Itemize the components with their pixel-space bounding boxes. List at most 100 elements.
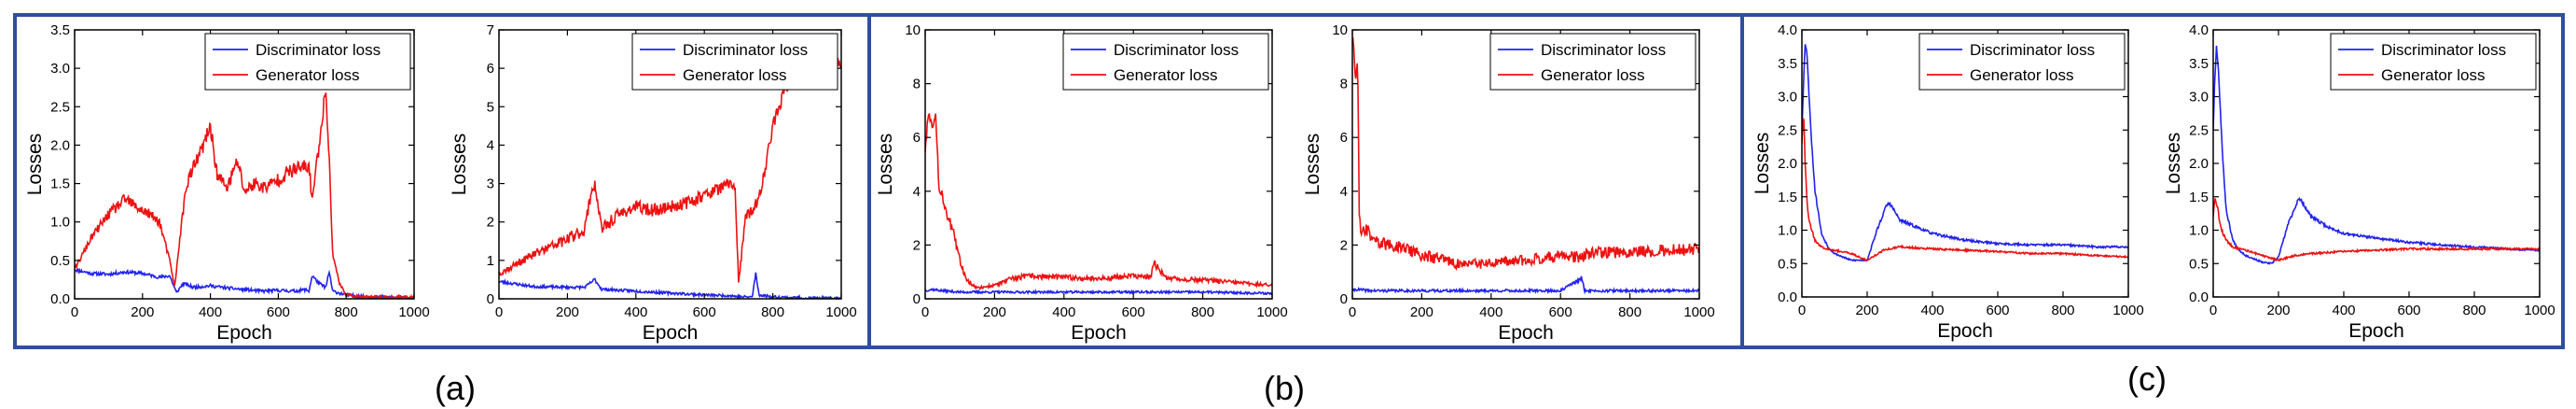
generator-loss-line [75, 92, 414, 299]
discriminator-loss-line [75, 267, 414, 299]
x-axis-label: Epoch [1937, 320, 1993, 342]
plot-frame [498, 29, 842, 300]
legend-label: Discriminator loss [256, 41, 381, 59]
y-tick-label: 3.0 [1778, 90, 1797, 106]
y-tick-label: 3.5 [1778, 56, 1797, 72]
y-tick-label: 8 [913, 77, 921, 92]
y-tick-label: 3 [487, 176, 494, 192]
discriminator-loss-line [925, 287, 1272, 296]
x-tick-label: 800 [2462, 303, 2486, 318]
y-tick-label: 0.5 [2189, 256, 2209, 272]
legend-label: Generator loss [1114, 66, 1218, 84]
x-tick-label: 1000 [398, 304, 429, 320]
y-tick-label: 6 [1340, 130, 1348, 146]
x-tick-label: 400 [1479, 304, 1503, 320]
y-tick-label: 2.5 [1778, 122, 1797, 138]
discriminator-loss-line [2213, 45, 2540, 265]
y-axis-label: Losses [1302, 134, 1323, 196]
y-tick-label: 0.5 [50, 253, 70, 269]
x-tick-label: 600 [693, 304, 716, 320]
legend-label: Generator loss [1970, 66, 2074, 84]
chart-4: 0 200 400 600 800 1000 0 2 4 6 8 10 Epoch Losses Discr… [1302, 22, 1715, 344]
x-tick-label: 200 [983, 304, 1006, 320]
x-tick-label: 600 [267, 304, 290, 320]
y-tick-label: 6 [913, 130, 921, 146]
x-tick-label: 0 [1798, 303, 1806, 318]
x-axis-label: Epoch [216, 322, 272, 344]
y-tick-label: 0.0 [50, 291, 70, 307]
x-tick-label: 400 [624, 304, 647, 320]
x-tick-label: 800 [2051, 303, 2074, 318]
y-tick-label: 1 [487, 253, 494, 269]
x-tick-label: 0 [495, 304, 503, 320]
y-tick-label: 7 [487, 22, 494, 38]
x-tick-label: 0 [921, 304, 929, 320]
x-tick-label: 400 [1052, 304, 1075, 320]
x-tick-label: 600 [1122, 304, 1145, 320]
panel-label-a: (a) [435, 369, 476, 407]
legend-label: Discriminator loss [1541, 41, 1666, 59]
generator-loss-line [499, 57, 841, 283]
x-tick-label: 1000 [2524, 303, 2555, 318]
y-tick-label: 1.5 [2189, 190, 2209, 205]
y-tick-label: 2.5 [50, 99, 70, 115]
x-tick-label: 400 [1920, 303, 1944, 318]
x-tick-label: 800 [335, 304, 358, 320]
generator-loss-line [925, 112, 1272, 290]
x-tick-label: 600 [2397, 303, 2420, 318]
legend-label: Discriminator loss [2381, 41, 2506, 59]
y-tick-label: 0 [487, 291, 494, 307]
x-tick-label: 200 [556, 304, 579, 320]
y-tick-label: 3.0 [50, 61, 70, 77]
x-tick-label: 200 [131, 304, 154, 320]
plot-frame [1351, 29, 1700, 300]
chart-3: 0 200 400 600 800 1000 0 2 4 6 8 10 Epoch Losses Discr… [875, 22, 1288, 344]
legend-box [1918, 33, 2126, 91]
x-tick-label: 800 [1618, 304, 1641, 320]
x-tick-label: 400 [199, 304, 222, 320]
panel-label-c: (c) [2127, 360, 2167, 398]
x-tick-label: 200 [2266, 303, 2290, 318]
y-tick-label: 1.0 [2189, 223, 2209, 239]
group-c-border [1740, 13, 2565, 349]
y-axis-label: Losses [1752, 133, 1773, 195]
x-tick-label: 1000 [1683, 304, 1714, 320]
x-tick-label: 1000 [2112, 303, 2143, 318]
y-tick-label: 10 [1332, 22, 1348, 38]
legend-label: Generator loss [2381, 66, 2486, 84]
legend-label: Discriminator loss [1114, 41, 1239, 59]
x-tick-label: 200 [1855, 303, 1878, 318]
y-tick-label: 2.0 [50, 137, 70, 153]
panel-label-b: (b) [1264, 369, 1305, 407]
legend-label: Discriminator loss [1970, 41, 2095, 59]
legend-label: Generator loss [683, 66, 787, 84]
y-tick-label: 1.0 [1778, 223, 1797, 239]
y-tick-label: 4 [913, 184, 921, 200]
legend-box [204, 33, 411, 91]
generator-loss-line [1802, 118, 2128, 261]
generator-loss-line [1352, 36, 1699, 272]
y-tick-label: 0.0 [1778, 289, 1797, 305]
y-tick-label: 3.5 [50, 22, 70, 38]
x-axis-label: Epoch [1498, 322, 1554, 344]
legend-box [2330, 33, 2537, 91]
y-tick-label: 3.0 [2189, 90, 2209, 106]
x-tick-label: 400 [2332, 303, 2355, 318]
x-axis-label: Epoch [1071, 322, 1127, 344]
x-tick-label: 0 [1349, 304, 1356, 320]
plot-frame [74, 29, 415, 300]
y-axis-label: Losses [875, 134, 896, 196]
y-tick-label: 2.0 [2189, 156, 2209, 172]
y-tick-label: 2 [913, 237, 921, 253]
x-tick-label: 800 [761, 304, 784, 320]
y-tick-label: 10 [905, 22, 921, 38]
y-tick-label: 4 [487, 137, 494, 153]
y-tick-label: 3.5 [2189, 56, 2209, 72]
discriminator-loss-line [499, 272, 841, 299]
x-tick-label: 1000 [825, 304, 856, 320]
y-tick-label: 1.5 [50, 176, 70, 192]
y-tick-label: 5 [487, 99, 494, 115]
chart-6: 0 200 400 600 800 1000 0.0 0.5 1.0 1.5 2.0 2.5 3.0 3.… [2163, 22, 2555, 342]
y-tick-label: 1.5 [1778, 190, 1797, 205]
